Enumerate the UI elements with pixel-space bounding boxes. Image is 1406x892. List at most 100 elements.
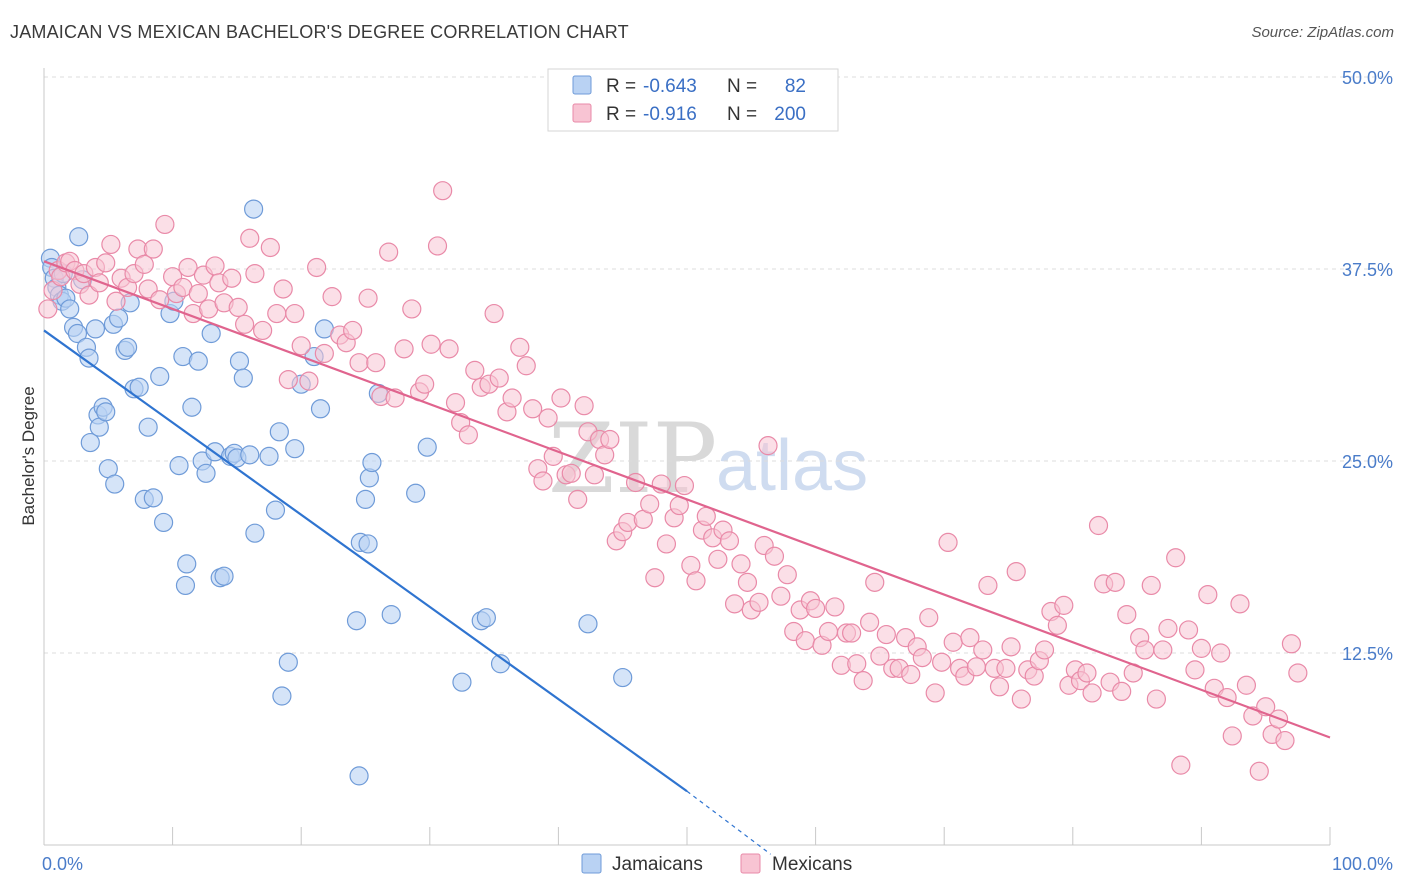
mexicans-point <box>523 399 543 419</box>
mexicans-point <box>818 621 839 642</box>
jamaicans-point <box>129 377 149 397</box>
mexicans-point <box>79 285 99 305</box>
y-axis-label: Bachelor's Degree <box>19 386 38 525</box>
mexicans-point <box>1001 637 1021 657</box>
mexicans-point <box>825 597 845 617</box>
mexicans-point <box>314 343 334 364</box>
legend-swatch-mexicans <box>740 853 761 874</box>
mexicans-point <box>640 494 660 514</box>
jamaicans-point <box>355 489 376 509</box>
legend-r-value: -0.643 <box>643 76 697 97</box>
mexicans-point <box>96 253 116 273</box>
mexicans-point <box>433 181 453 201</box>
mexicans-point <box>1275 730 1295 751</box>
mexicans-point <box>273 279 293 299</box>
mexicans-point <box>285 303 305 324</box>
mexicans-point <box>1249 761 1269 781</box>
jamaicans-trend-line <box>43 329 688 793</box>
mexicans-point <box>966 657 986 677</box>
mexicans-point <box>1158 618 1178 639</box>
mexicans-point <box>870 646 890 666</box>
mexicans-point <box>260 237 280 258</box>
mexicans-point <box>343 320 363 341</box>
mexicans-point <box>925 683 945 703</box>
watermark-atlas: atlas <box>716 426 868 506</box>
mexicans-point <box>240 228 260 248</box>
mexicans-point <box>143 239 163 259</box>
mexicans-point <box>1088 515 1109 536</box>
x-tick-labels: 0.0% 100.0% <box>42 854 1393 874</box>
mexicans-point <box>618 512 638 533</box>
mexicans-point <box>1288 663 1308 683</box>
mexicans-point <box>551 388 571 408</box>
legend-swatch-jamaicans <box>572 75 592 95</box>
mexicans-point <box>299 371 319 391</box>
mexicans-point <box>989 677 1010 697</box>
mexicans-point <box>568 489 588 509</box>
mexicans-point <box>1135 640 1155 660</box>
mexicans-point <box>322 287 342 307</box>
mexicans-point <box>379 242 399 262</box>
jamaicans-point <box>240 445 260 465</box>
jamaicans-point <box>85 319 106 339</box>
jamaicans-point <box>138 417 158 437</box>
legend-label-jamaicans: Jamaicans <box>612 854 703 875</box>
mexicans-point <box>394 339 414 359</box>
jamaicans-points <box>40 199 633 786</box>
mexicans-point <box>656 534 677 554</box>
mexicans-point <box>645 568 665 588</box>
mexicans-point <box>600 429 620 450</box>
chart-title: JAMAICAN VS MEXICAN BACHELOR'S DEGREE CO… <box>10 22 629 42</box>
mexicans-point <box>106 291 126 311</box>
mexicans-point <box>38 299 58 319</box>
jamaicans-point <box>613 667 633 688</box>
mexicans-point <box>205 256 225 276</box>
legend-box <box>547 68 839 132</box>
mexicans-point <box>245 264 265 284</box>
mexicans-point <box>978 575 998 596</box>
mexicans-point <box>1112 681 1132 702</box>
x-tick-label: 100.0% <box>1332 854 1393 874</box>
legend-top: R = -0.643 N = 82 R = -0.916 N = 200 <box>547 68 839 132</box>
mexicans-point <box>771 586 791 606</box>
jamaicans-point <box>265 500 286 520</box>
mexicans-point <box>1281 634 1302 654</box>
jamaicans-point <box>381 604 401 625</box>
mexicans-point <box>686 571 706 591</box>
mexicans-point <box>737 572 758 592</box>
mexicans-point <box>1178 620 1199 640</box>
mexicans-point <box>484 303 504 324</box>
mexicans-point <box>1146 689 1166 709</box>
mexicans-point <box>1034 640 1055 660</box>
mexicans-point <box>1222 726 1242 746</box>
jamaicans-point <box>80 432 100 453</box>
legend-swatch-jamaicans <box>581 853 602 874</box>
mexicans-point <box>235 314 255 334</box>
mexicans-point <box>919 608 939 628</box>
jamaicans-point <box>244 199 264 219</box>
jamaicans-point <box>358 534 378 554</box>
legend-bottom: Jamaicans Mexicans <box>581 853 852 875</box>
mexicans-point <box>724 594 745 614</box>
legend-label-mexicans: Mexicans <box>772 854 852 875</box>
mexicans-point <box>1236 675 1257 695</box>
jamaicans-point <box>269 422 289 442</box>
legend-r-label: R = <box>606 104 636 125</box>
jamaicans-point <box>67 323 88 344</box>
y-tick-label: 37.5% <box>1342 260 1393 280</box>
mexicans-point <box>1006 561 1026 582</box>
mexicans-point <box>996 658 1016 678</box>
mexicans-point <box>1105 572 1125 592</box>
mexicans-point <box>1185 660 1205 680</box>
legend-n-label: N = <box>727 76 757 97</box>
mexicans-point <box>842 623 862 643</box>
jamaicans-point <box>196 463 216 483</box>
mexicans-point <box>674 475 695 496</box>
legend-swatch-mexicans <box>572 103 592 123</box>
mexicans-point <box>719 531 740 551</box>
legend-n-value: 200 <box>774 104 806 125</box>
jamaicans-point <box>201 323 221 344</box>
mexicans-point <box>458 425 478 445</box>
mexicans-point <box>222 268 242 288</box>
